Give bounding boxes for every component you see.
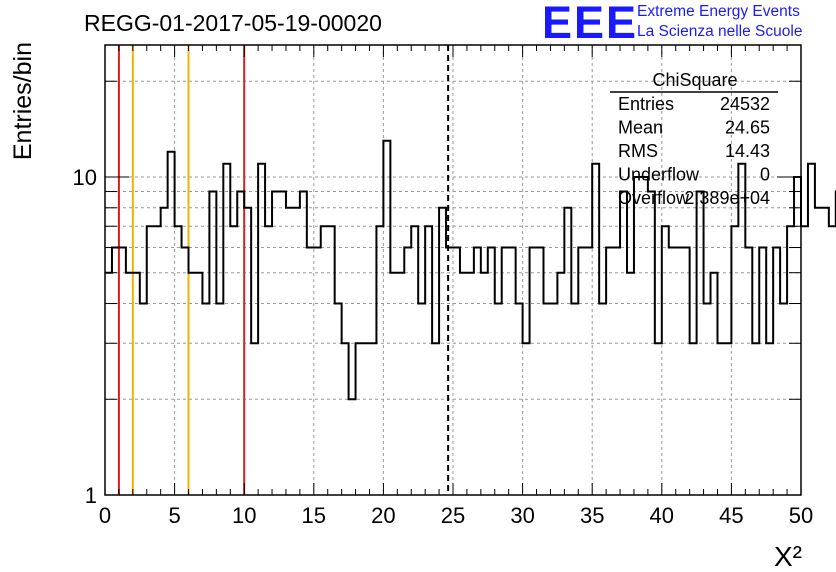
x-tick-label: 0 [99,503,111,528]
x-tick-label: 15 [302,503,326,528]
stats-title: ChiSquare [652,70,737,90]
x-tick-label: 25 [441,503,465,528]
x-tick-label: 30 [510,503,534,528]
logo-line-1: Extreme Energy Events [637,3,800,20]
stats-label: Entries [618,94,674,114]
chart-title: REGG-01-2017-05-19-00020 [84,10,382,36]
stats-value: 24.65 [725,118,770,138]
x-axis-label: X² [774,541,802,572]
stats-label: Underflow [618,165,700,185]
stats-label: Mean [618,118,663,138]
stats-label: RMS [618,141,658,161]
x-tick-label: 10 [232,503,256,528]
reference-lines [117,45,450,495]
eee-logo: EEE [542,0,639,48]
stats-value: 0 [760,165,770,185]
logo-subtitle: Extreme Energy Events La Scienza nelle S… [637,2,802,42]
x-tick-label: 45 [719,503,743,528]
stats-value: 2.389e+04 [684,188,770,208]
stats-value: 14.43 [725,141,770,161]
x-tick-label: 40 [650,503,674,528]
stats-box: ChiSquare Entries 24532 Mean 24.65 RMS 14.43 Un… [610,70,778,208]
x-tick-label: 35 [580,503,604,528]
histogram-outline [105,139,836,401]
stats-value: 24532 [720,94,770,114]
x-tick-label: 20 [371,503,395,528]
stats-label: Overflow [618,188,690,208]
axes: 0 5 10 15 20 25 30 35 40 45 50 1 10 X² Entries/bin [9,42,813,572]
x-tick-label: 50 [789,503,813,528]
y-tick-label: 10 [73,165,97,190]
y-tick-label: 1 [85,483,97,508]
x-tick-label: 5 [168,503,180,528]
histogram-bins [105,139,836,401]
logo-line-2: La Scienza nelle Scuole [637,23,803,40]
y-axis-label: Entries/bin [9,42,37,160]
